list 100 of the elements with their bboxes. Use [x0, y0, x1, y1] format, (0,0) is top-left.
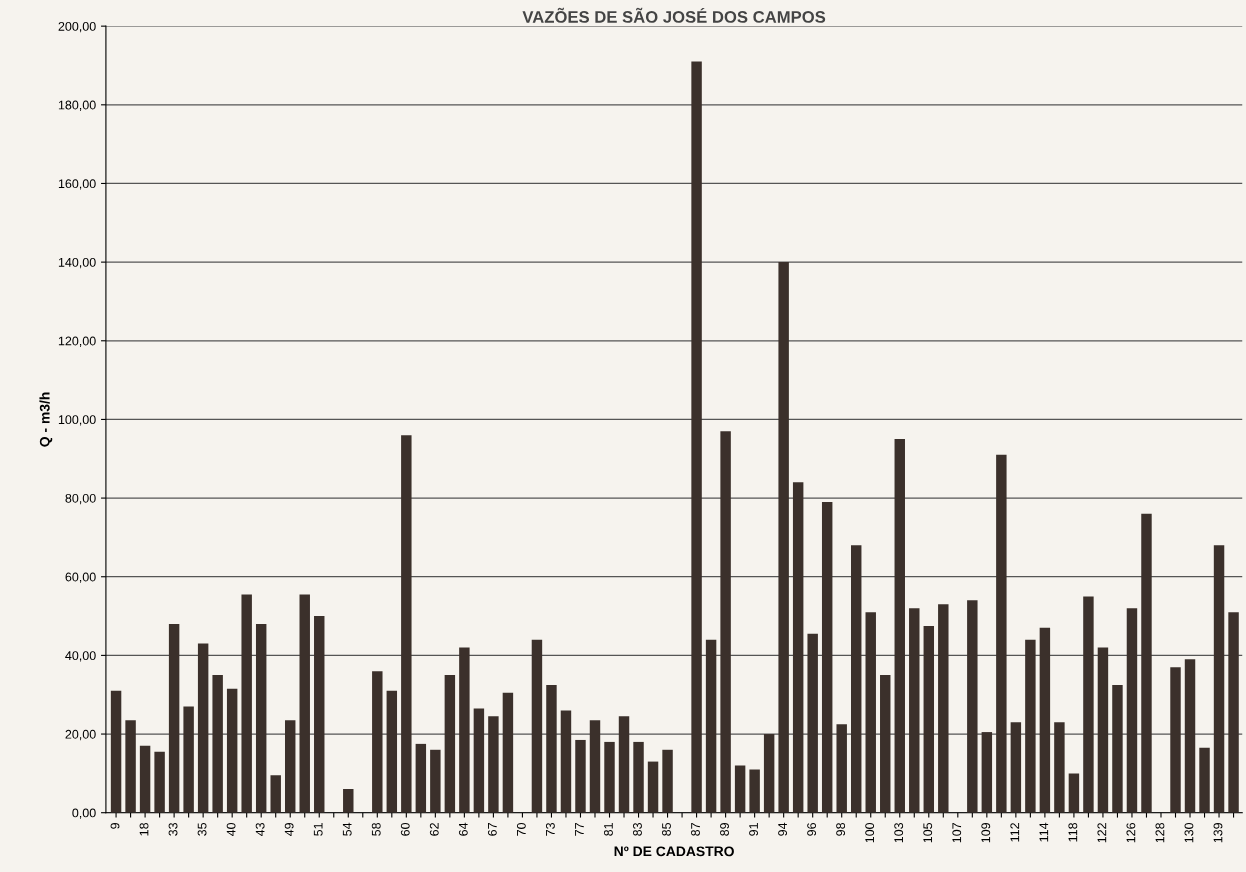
bar [778, 262, 789, 813]
bar [575, 739, 586, 813]
x-tick-label: 64 [458, 822, 468, 836]
bar [1141, 513, 1152, 813]
bar [909, 608, 920, 813]
x-tick-label: 105 [923, 822, 933, 843]
x-tick-label: 35 [197, 822, 207, 836]
bar [110, 690, 122, 813]
y-tick-label: 120,00 [58, 336, 96, 347]
bar [415, 743, 427, 813]
x-tick-label: 18 [139, 822, 149, 836]
bar [1213, 545, 1225, 813]
bar [473, 708, 485, 813]
bar [488, 716, 499, 813]
bar [662, 749, 673, 813]
y-tick-label: 40,00 [65, 651, 96, 662]
bar [255, 623, 267, 813]
x-tick-label: 73 [545, 822, 555, 836]
bar [923, 625, 935, 813]
x-tick-label: 118 [1068, 822, 1078, 842]
y-tick-label: 180,00 [58, 100, 96, 111]
x-tick-label: 54 [342, 822, 352, 836]
bar [125, 720, 136, 813]
x-tick-label: 67 [487, 823, 497, 836]
x-tick-label: 43 [255, 822, 265, 837]
bar [459, 647, 470, 813]
bar [749, 769, 760, 813]
bar [270, 775, 281, 813]
x-tick-label: 51 [313, 823, 323, 836]
x-tick-label: 94 [778, 822, 788, 836]
x-tick-label: 126 [1126, 822, 1136, 843]
bar [1112, 684, 1123, 813]
x-tick-label: 40 [226, 822, 236, 837]
bar [705, 639, 717, 813]
bar [589, 720, 601, 813]
bar [865, 612, 876, 813]
bar [720, 431, 731, 813]
y-tick-label: 160,00 [58, 179, 96, 190]
bar [1054, 722, 1065, 813]
x-tick-label: 103 [894, 822, 904, 843]
bar [197, 643, 209, 813]
x-tick-label: 139 [1213, 823, 1223, 843]
x-tick-label: 100 [865, 822, 875, 843]
bar [1097, 647, 1109, 813]
x-tick-label: 114 [1039, 822, 1049, 842]
bar [1199, 747, 1210, 813]
x-tick-label: 49 [284, 823, 294, 837]
bar [967, 600, 978, 813]
bar [1068, 773, 1080, 813]
bar [212, 675, 223, 813]
bar [444, 675, 456, 813]
y-tick-label: 20,00 [65, 729, 96, 741]
bar [1010, 722, 1022, 813]
x-tick-label: 81 [604, 823, 613, 836]
x-tick-label: 122 [1097, 823, 1107, 843]
chart-title: VAZÕES DE SÃO JOSÉ DOS CAMPOS [522, 7, 826, 23]
bar [618, 716, 630, 813]
x-axis-title: Nº DE CADASTRO [614, 846, 734, 857]
y-tick-label: 100,00 [58, 415, 96, 426]
y-tick-label: 200,00 [58, 21, 96, 33]
y-axis-title: Q - m3/h [39, 392, 53, 447]
bar [981, 732, 993, 813]
bar [386, 690, 398, 813]
bar [299, 594, 310, 813]
bar [604, 741, 615, 813]
bar [560, 710, 572, 813]
bar [531, 639, 543, 813]
y-tick-label: 140,00 [58, 257, 96, 269]
bar [894, 439, 905, 813]
bar [836, 724, 847, 813]
bar [168, 623, 180, 813]
x-tick-label: 91 [749, 823, 758, 836]
bar [821, 502, 833, 813]
bar [226, 688, 238, 813]
x-tick-label: 62 [429, 823, 439, 836]
bar [1228, 612, 1239, 813]
bar [763, 734, 775, 813]
bar [372, 671, 383, 813]
bar [938, 604, 949, 813]
y-tick-label: 60,00 [65, 572, 96, 583]
y-tick-label: 80,00 [65, 493, 96, 505]
x-tick-label: 87 [691, 823, 700, 836]
bar [807, 633, 818, 813]
bar [1170, 667, 1181, 813]
x-tick-label: 9 [110, 823, 120, 829]
bar [734, 765, 746, 813]
x-tick-label: 98 [836, 822, 846, 836]
bar [241, 594, 252, 813]
bar [183, 706, 194, 813]
bar [1126, 608, 1138, 813]
x-tick-label: 130 [1184, 822, 1194, 843]
x-tick-label: 96 [807, 822, 817, 836]
bar [285, 720, 296, 813]
x-tick-label: 60 [400, 822, 410, 836]
bar [1083, 596, 1094, 813]
bar [880, 675, 891, 813]
x-tick-label: 33 [168, 822, 178, 836]
bar [139, 745, 151, 813]
bar [633, 741, 644, 813]
x-tick-label: 85 [662, 822, 671, 836]
